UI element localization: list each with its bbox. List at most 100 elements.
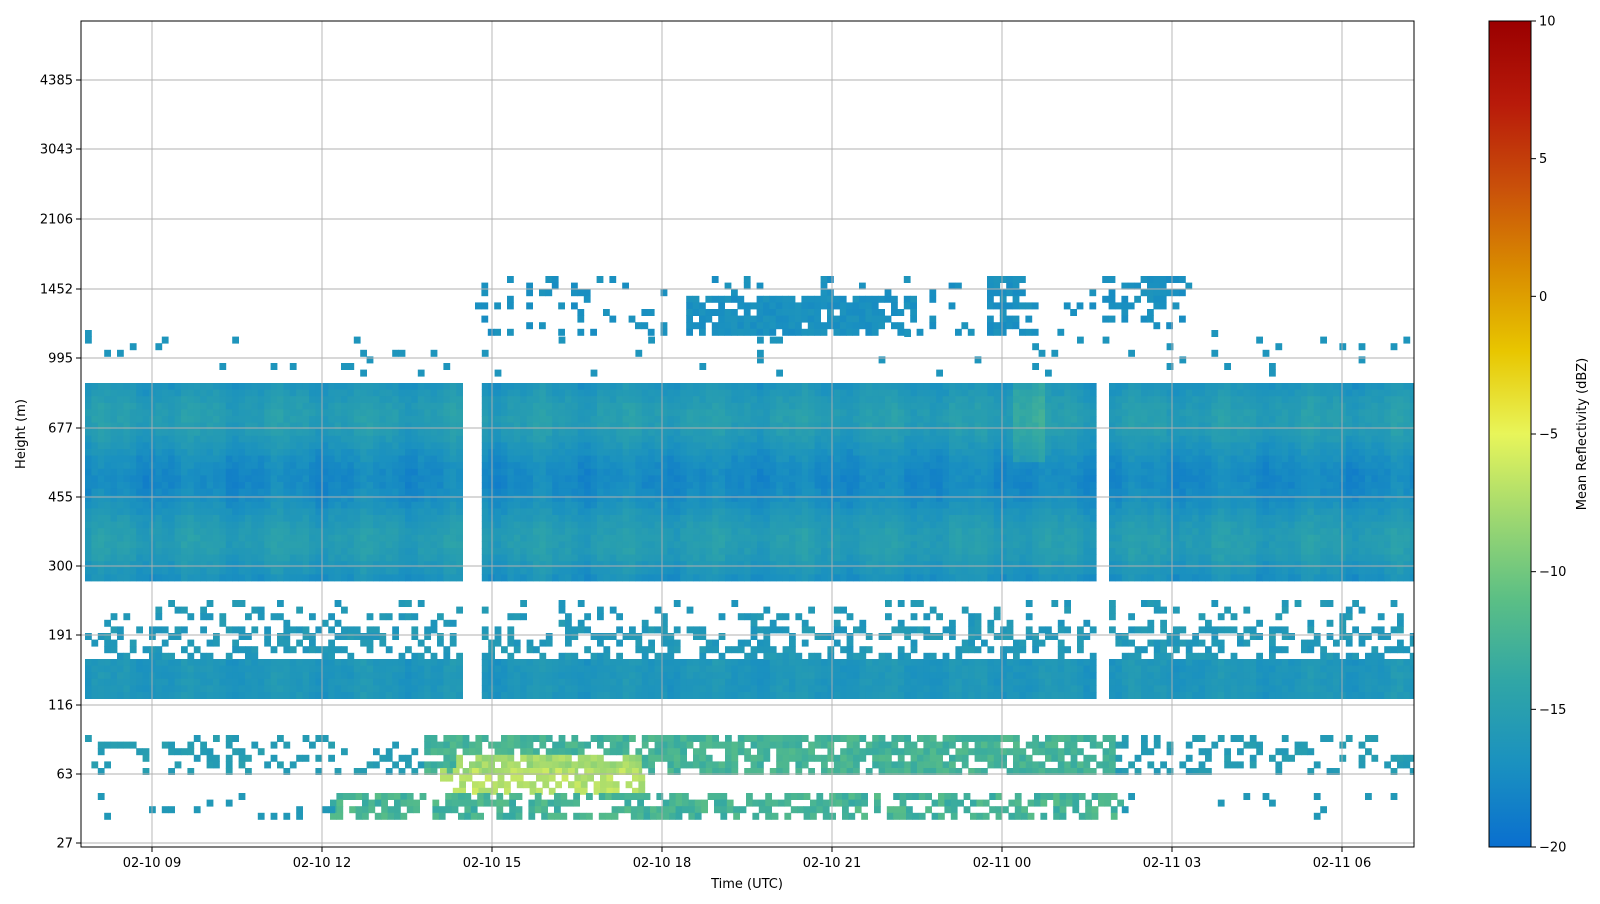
heatmap-cell — [795, 449, 803, 456]
heatmap-cell — [789, 402, 796, 410]
heatmap-cell — [597, 455, 604, 463]
heatmap-cell — [603, 383, 611, 390]
heatmap-cell — [584, 475, 591, 483]
heatmap-cell — [539, 462, 547, 470]
heatmap-cell — [385, 422, 393, 430]
heatmap-cell — [430, 402, 438, 410]
heatmap-cell — [955, 462, 963, 470]
heatmap-cell — [232, 396, 239, 404]
heatmap-cell — [264, 429, 271, 437]
heatmap-cell — [1025, 495, 1033, 503]
heatmap-cell — [1377, 475, 1385, 483]
heatmap-cell — [366, 409, 374, 417]
heatmap-cell — [552, 462, 559, 470]
heatmap-cell — [155, 501, 163, 509]
heatmap-cell — [795, 462, 803, 470]
heatmap-cell — [1384, 495, 1391, 503]
heatmap-cell — [1384, 389, 1391, 397]
heatmap-cell — [718, 389, 726, 397]
heatmap-cell — [1384, 534, 1391, 542]
heatmap-cell — [661, 488, 668, 496]
heatmap-cell — [1217, 416, 1225, 423]
heatmap-cell — [334, 541, 342, 549]
heatmap-cell — [1205, 534, 1212, 542]
heatmap-cell — [1243, 396, 1251, 404]
heatmap-cell — [789, 508, 796, 516]
heatmap-cell — [1390, 402, 1398, 410]
heatmap-cell — [821, 468, 828, 476]
heatmap-cell — [1038, 508, 1046, 516]
heatmap-cell — [1173, 422, 1180, 430]
heatmap-cell — [117, 508, 124, 516]
heatmap-cell — [917, 442, 924, 450]
heatmap-cell — [97, 495, 105, 503]
heatmap-cell — [654, 508, 662, 516]
heatmap-cell — [763, 508, 771, 516]
heatmap-cell — [1109, 482, 1116, 489]
heatmap-cell — [1281, 422, 1289, 430]
heatmap-cell — [609, 468, 617, 476]
heatmap-cell — [526, 528, 534, 536]
heatmap-cell — [353, 541, 361, 549]
heatmap-cell — [1013, 402, 1020, 410]
heatmap-cell — [769, 515, 777, 522]
heatmap-cell — [334, 508, 342, 516]
heatmap-cell — [603, 389, 611, 397]
heatmap-cell — [699, 488, 707, 496]
heatmap-cell — [1211, 389, 1219, 397]
heatmap-cell — [929, 455, 937, 463]
heatmap-cell — [1115, 462, 1123, 470]
heatmap-cell — [629, 488, 636, 496]
heatmap-cell — [526, 475, 534, 483]
heatmap-cell — [718, 383, 726, 390]
heatmap-cell — [334, 435, 342, 443]
heatmap-cell — [635, 462, 643, 470]
heatmap-cell — [974, 501, 982, 509]
heatmap-cell — [257, 389, 265, 397]
heatmap-cell — [251, 462, 259, 470]
heatmap-cell — [1134, 416, 1142, 423]
heatmap-cell — [1089, 501, 1097, 509]
heatmap-cell — [897, 501, 905, 509]
heatmap-cell — [616, 449, 623, 456]
heatmap-cell — [1006, 396, 1014, 404]
heatmap-cell — [731, 521, 739, 529]
heatmap-cell — [686, 462, 694, 470]
heatmap-cell — [296, 402, 303, 410]
heatmap-cell — [757, 396, 764, 404]
heatmap-cell — [1333, 422, 1340, 430]
heatmap-cell — [808, 455, 815, 463]
heatmap-cell — [1358, 495, 1366, 503]
heatmap-cell — [155, 482, 163, 489]
heatmap-cell — [341, 389, 348, 397]
heatmap-cell — [1313, 534, 1321, 542]
heatmap-cell — [449, 495, 457, 503]
heatmap-cell — [232, 541, 239, 549]
heatmap-cell — [814, 521, 822, 529]
heatmap-cell — [110, 515, 118, 522]
heatmap-cell — [1358, 389, 1366, 397]
heatmap-cell — [571, 383, 579, 390]
heatmap-cell — [219, 442, 227, 450]
heatmap-cell — [1064, 409, 1071, 417]
heatmap-cell — [1083, 508, 1091, 516]
heatmap-cell — [801, 468, 809, 476]
heatmap-cell — [955, 515, 963, 522]
heatmap-cell — [219, 475, 227, 483]
heatmap-cell — [827, 429, 835, 437]
heatmap-cell — [1262, 409, 1270, 417]
heatmap-cell — [430, 468, 438, 476]
heatmap-cell — [251, 455, 259, 463]
heatmap-cell — [757, 435, 764, 443]
heatmap-cell — [238, 383, 246, 390]
heatmap-cell — [302, 482, 310, 489]
heatmap-cell — [1083, 409, 1091, 417]
heatmap-cell — [225, 416, 233, 423]
heatmap-cell — [936, 396, 943, 404]
heatmap-cell — [904, 462, 911, 470]
heatmap-cell — [833, 528, 841, 536]
heatmap-cell — [302, 429, 310, 437]
heatmap-cell — [565, 501, 572, 509]
heatmap-cell — [590, 429, 598, 437]
heatmap-cell — [1281, 528, 1289, 536]
